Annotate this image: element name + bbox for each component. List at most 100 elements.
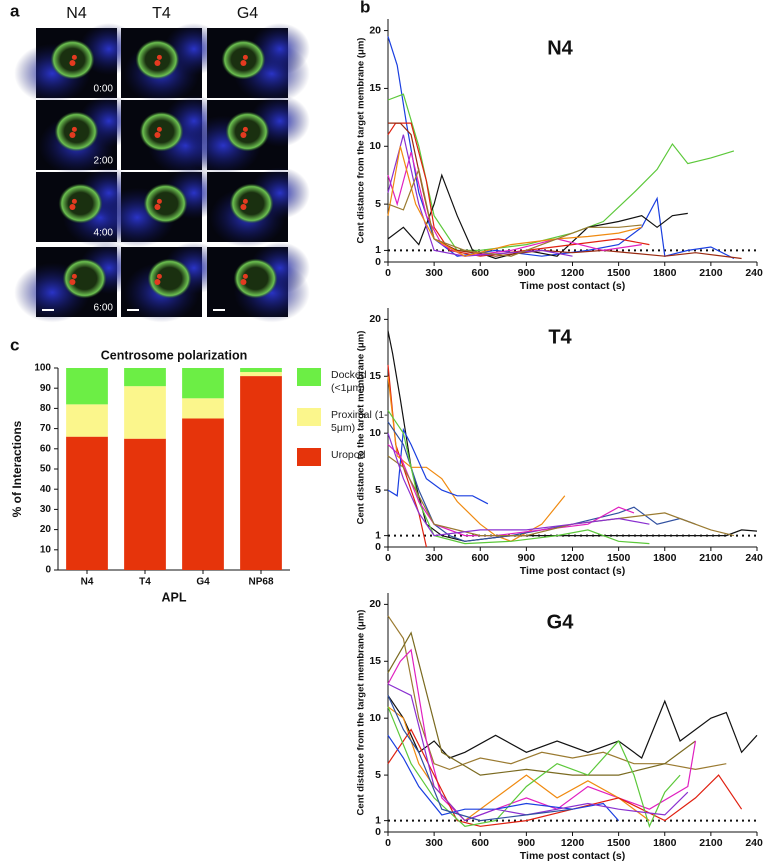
chart-title: Centrosome polarization: [101, 348, 248, 362]
x-tick-label: 1800: [653, 837, 677, 849]
bar-segment: [66, 404, 108, 437]
time-stamp: 0:00: [94, 84, 114, 95]
x-tick-label: 1800: [653, 552, 677, 564]
y-tick-label: 0: [375, 256, 381, 268]
x-tick-label: 0: [385, 267, 391, 279]
centrosome: [154, 132, 161, 138]
trace: [387, 734, 620, 822]
x-tick-label: 600: [471, 837, 489, 849]
centrosome: [156, 198, 162, 204]
y-tick-label: 5: [375, 769, 381, 781]
centrosome: [71, 54, 77, 60]
trace: [387, 410, 650, 545]
y-axis-label: % of Interactions: [10, 420, 24, 517]
x-tick-label: NP68: [248, 577, 273, 588]
trace: [387, 648, 697, 822]
y-tick-label: 80: [40, 403, 52, 414]
column-label: G4: [237, 5, 258, 22]
bar-segment: [182, 418, 224, 570]
t-cell: [135, 39, 180, 80]
x-tick-label: 2100: [699, 552, 723, 564]
trace: [387, 433, 650, 537]
t-cell: [225, 111, 270, 152]
centrosome: [71, 273, 77, 279]
x-tick-label: G4: [196, 577, 210, 588]
x-tick-label: 2400: [745, 837, 763, 849]
t-cell: [147, 258, 192, 299]
trace: [388, 122, 742, 260]
centrosome: [242, 126, 248, 132]
trace: [387, 376, 566, 542]
y-tick-label: 10: [40, 544, 52, 555]
y-tick-label: 10: [369, 712, 381, 724]
y-tick-label: 15: [369, 655, 381, 667]
y-tick-label: 40: [40, 484, 52, 495]
y-tick-label: 20: [369, 24, 381, 36]
chart-title: T4: [548, 326, 572, 348]
time-stamp: 6:00: [94, 303, 114, 314]
centrosome: [154, 279, 161, 285]
trace: [387, 146, 642, 257]
t-cell: [58, 183, 103, 224]
trace: [387, 167, 642, 257]
x-tick-label: 900: [518, 837, 536, 849]
trace: [387, 455, 735, 537]
chart-title: G4: [547, 611, 575, 633]
y-tick-label: 90: [40, 383, 52, 394]
x-tick-label: 1200: [561, 267, 585, 279]
x-tick-label: 600: [471, 267, 489, 279]
x-axis-label: APL: [162, 590, 187, 604]
y-tick-label: 20: [369, 313, 381, 325]
y-axis-label: Cent distance from the target membrane (…: [356, 610, 367, 816]
y-tick-label: 10: [369, 140, 381, 152]
centrosome: [240, 204, 247, 210]
bar-segment: [124, 368, 166, 387]
centrosome: [156, 54, 162, 60]
t-cell: [143, 183, 188, 224]
y-tick-label: 1: [375, 244, 381, 256]
panel-label: a: [10, 1, 20, 20]
x-tick-label: 1200: [561, 552, 585, 564]
t-cell: [233, 258, 278, 299]
y-axis-label: Cent distance to the target membrane (μm…: [356, 331, 367, 525]
x-tick-label: 1500: [607, 267, 631, 279]
y-tick-label: 50: [40, 464, 52, 475]
x-axis-label: Time post contact (s): [520, 565, 625, 577]
trace: [387, 427, 489, 505]
x-tick-label: 2400: [745, 267, 763, 279]
t-cell: [54, 111, 99, 152]
t-cell: [62, 258, 107, 299]
x-tick-label: 900: [518, 267, 536, 279]
trace: [387, 631, 696, 776]
bar-segment: [66, 368, 108, 405]
trace: [387, 706, 681, 829]
x-tick-label: 1500: [607, 837, 631, 849]
centrosome: [242, 273, 248, 279]
panel-label: b: [360, 0, 370, 16]
y-tick-label: 20: [369, 598, 381, 610]
x-tick-label: T4: [139, 577, 151, 588]
legend-label: Uropod: [331, 449, 366, 461]
micrograph-grid: [14, 23, 310, 323]
y-tick-label: 10: [369, 427, 381, 439]
bar-segment: [182, 398, 224, 419]
y-tick-label: 70: [40, 423, 52, 434]
x-axis-label: Time post contact (s): [520, 850, 625, 862]
centrosome: [69, 132, 76, 138]
trace: [387, 728, 743, 827]
trace: [387, 695, 573, 822]
centrosome: [156, 273, 162, 279]
x-tick-label: 300: [425, 267, 443, 279]
y-tick-label: 5: [375, 484, 381, 496]
chart-title: N4: [547, 37, 573, 59]
trace: [387, 330, 758, 542]
scale-bar: [127, 309, 139, 311]
y-tick-label: 60: [40, 443, 52, 454]
legend-swatch: [297, 408, 321, 426]
centrosome: [240, 60, 247, 66]
trace: [387, 706, 650, 822]
legend-swatch: [297, 368, 321, 386]
scale-bar: [213, 309, 225, 311]
t-cell: [221, 39, 266, 80]
